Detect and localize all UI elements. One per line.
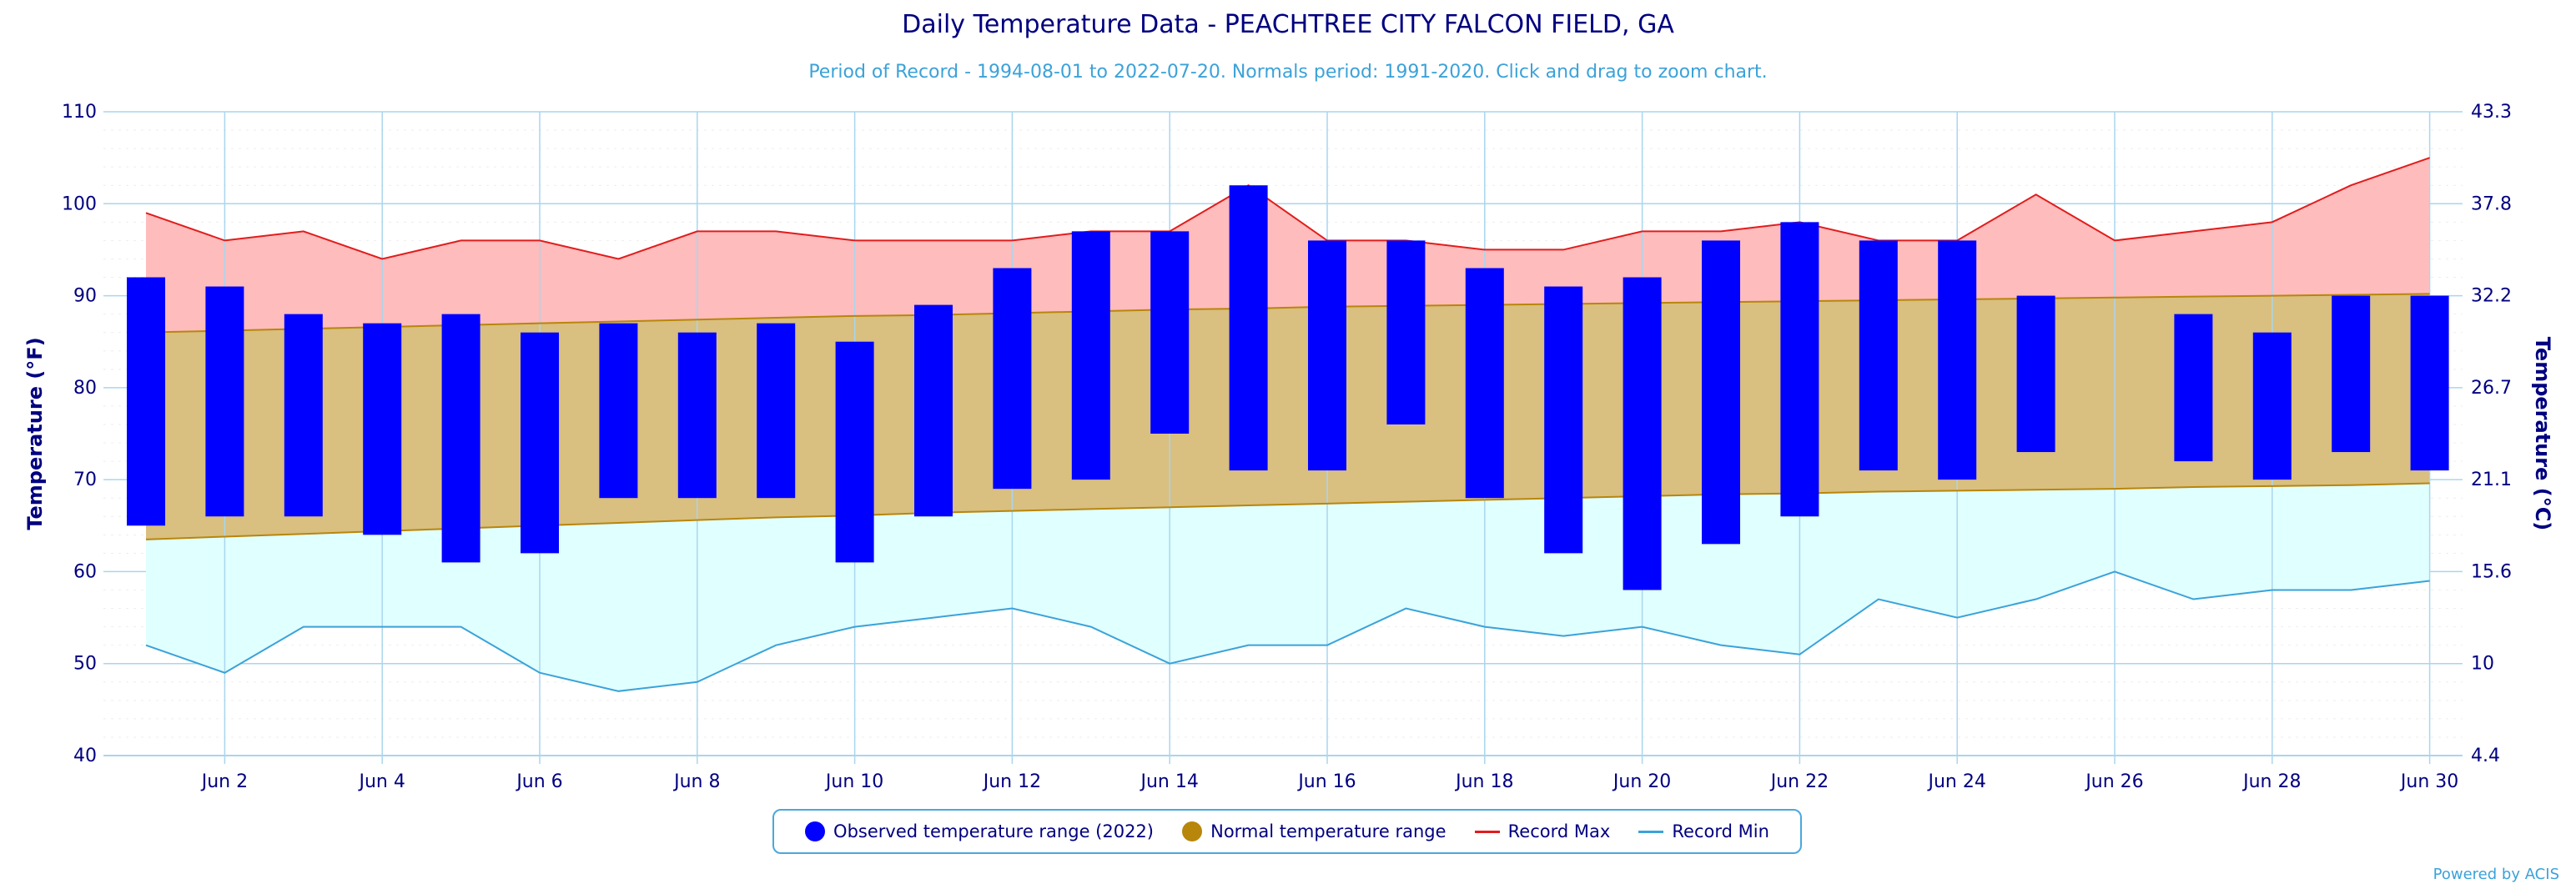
observed-bar-jun-19 <box>1544 286 1583 554</box>
x-tick-label: Jun 10 <box>824 771 883 792</box>
observed-bar-jun-29 <box>2332 295 2371 453</box>
powered-by-link[interactable]: Powered by ACIS <box>2433 866 2559 883</box>
observed-range-swatch-icon <box>805 821 826 841</box>
observed-bar-jun-18 <box>1465 268 1504 499</box>
observed-bar-jun-28 <box>2252 332 2292 480</box>
legend-item-observed[interactable]: Observed temperature range (2022) <box>805 821 1154 841</box>
y-tick-label-left: 70 <box>73 470 97 490</box>
x-tick-label: Jun 6 <box>515 771 562 792</box>
record-max-line <box>145 157 2430 260</box>
observed-bar-jun-13 <box>1071 231 1110 480</box>
x-tick-label: Jun 2 <box>200 771 248 792</box>
x-tick-label: Jun 8 <box>672 771 720 792</box>
observed-bar-jun-17 <box>1386 240 1426 424</box>
record-min-line-icon <box>1638 830 1664 833</box>
legend-label-record-min: Record Min <box>1672 821 1769 841</box>
y-tick-label-right: 26.7 <box>2471 378 2512 399</box>
x-tick-label: Jun 20 <box>1612 771 1671 792</box>
x-tick-label: Jun 18 <box>1454 771 1513 792</box>
y-tick-label-right: 43.3 <box>2471 102 2512 123</box>
observed-bar-jun-27 <box>2174 314 2213 462</box>
observed-bar-jun-7 <box>599 323 638 499</box>
y-tick-label-right: 21.1 <box>2471 470 2512 490</box>
y-axis-title-left: Temperature (°F) <box>23 337 47 530</box>
observed-bar-jun-6 <box>521 332 559 554</box>
y-tick-label-right: 37.8 <box>2471 193 2512 214</box>
y-tick-label-right: 4.4 <box>2471 746 2500 766</box>
y-tick-label-right: 10 <box>2471 654 2494 675</box>
legend-item-normal[interactable]: Normal temperature range <box>1182 821 1446 841</box>
observed-bar-jun-20 <box>1623 277 1662 590</box>
observed-bar-jun-10 <box>835 341 874 563</box>
x-tick-label: Jun 16 <box>1296 771 1356 792</box>
y-tick-label-right: 32.2 <box>2471 286 2512 307</box>
observed-bar-jun-22 <box>1780 222 1819 517</box>
legend-item-record-min[interactable]: Record Min <box>1638 821 1769 841</box>
y-tick-label-left: 90 <box>73 286 97 307</box>
normal-range-swatch-icon <box>1182 821 1203 841</box>
observed-bar-jun-4 <box>363 323 402 535</box>
observed-bar-jun-9 <box>757 323 796 499</box>
observed-bar-jun-15 <box>1229 185 1268 471</box>
observed-bar-jun-12 <box>993 268 1032 490</box>
chart-legend: Observed temperature range (2022) Normal… <box>772 809 1802 854</box>
chart-title: Daily Temperature Data - PEACHTREE CITY … <box>902 10 1674 39</box>
observed-bar-jun-16 <box>1308 240 1346 471</box>
observed-bar-jun-11 <box>914 304 953 517</box>
record-min-line <box>145 570 2430 692</box>
y-tick-label-left: 60 <box>73 561 97 582</box>
normal-range-area <box>146 294 2430 540</box>
x-tick-label: Jun 12 <box>982 771 1041 792</box>
x-tick-label: Jun 24 <box>1927 771 1986 792</box>
y-tick-label-left: 100 <box>62 193 97 214</box>
observed-bar-jun-8 <box>677 332 717 499</box>
x-tick-label: Jun 14 <box>1140 771 1199 792</box>
observed-bar-jun-24 <box>1938 240 1977 480</box>
observed-bar-jun-3 <box>284 314 323 517</box>
x-tick-label: Jun 4 <box>358 771 405 792</box>
record-max-line-icon <box>1474 830 1500 833</box>
y-tick-label-right: 15.6 <box>2471 561 2512 582</box>
observed-bar-jun-21 <box>1702 240 1740 545</box>
x-tick-label: Jun 30 <box>2399 771 2458 792</box>
observed-bar-jun-30 <box>2410 295 2449 471</box>
observed-bar-jun-23 <box>1859 240 1898 471</box>
y-axis-title-right: Temperature (°C) <box>2531 337 2554 531</box>
x-tick-label: Jun 28 <box>2241 771 2301 792</box>
observed-bar-jun-1 <box>127 277 165 526</box>
observed-bar-jun-14 <box>1150 231 1190 434</box>
chart-subtitle: Period of Record - 1994-08-01 to 2022-07… <box>808 62 1768 83</box>
y-tick-label-left: 40 <box>73 746 97 766</box>
observed-bar-jun-2 <box>205 286 244 517</box>
observed-bar-jun-5 <box>441 314 480 563</box>
x-tick-label: Jun 22 <box>1769 771 1829 792</box>
y-tick-label-left: 50 <box>73 654 97 675</box>
record-max-area <box>146 158 2430 333</box>
x-tick-label: Jun 26 <box>2084 771 2143 792</box>
legend-label-normal: Normal temperature range <box>1210 821 1446 841</box>
legend-label-observed: Observed temperature range (2022) <box>833 821 1154 841</box>
record-min-area <box>146 483 2430 691</box>
y-tick-label-left: 80 <box>73 378 97 399</box>
observed-bar-jun-25 <box>2016 295 2055 453</box>
y-tick-label-left: 110 <box>62 102 97 123</box>
legend-item-record-max[interactable]: Record Max <box>1474 821 1611 841</box>
legend-label-record-max: Record Max <box>1507 821 1611 841</box>
